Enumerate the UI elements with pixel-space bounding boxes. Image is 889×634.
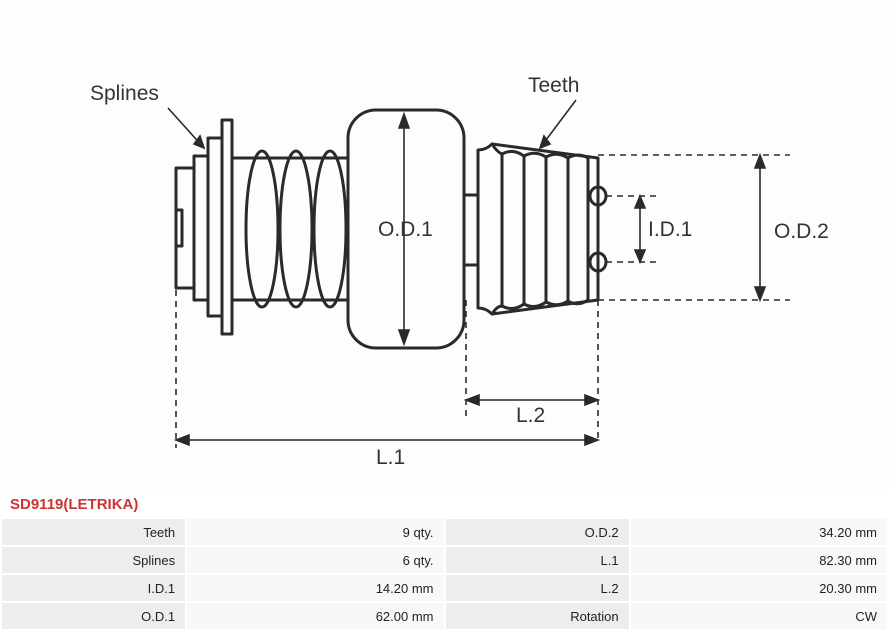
spec-label: O.D.1 [2,603,185,629]
label-od2: O.D.2 [774,220,829,243]
technical-diagram: Splines Teeth O.D.1 O.D.2 I.D.1 L.2 L.1 [0,0,889,490]
spec-label: Splines [2,547,185,573]
label-splines: Splines [90,82,159,105]
drive-gear-drawing: Splines Teeth O.D.1 O.D.2 I.D.1 L.2 L.1 [0,0,889,490]
spec-label: Rotation [446,603,629,629]
table-row: Splines 6 qty. L.1 82.30 mm [2,547,887,573]
spec-value: 6 qty. [187,547,443,573]
spec-value: 62.00 mm [187,603,443,629]
label-teeth: Teeth [528,74,579,97]
spec-value: CW [631,603,887,629]
label-od1: O.D.1 [378,218,433,241]
table-row: Teeth 9 qty. O.D.2 34.20 mm [2,519,887,545]
spec-value: 20.30 mm [631,575,887,601]
part-title: SD9119(LETRIKA) [0,490,889,517]
label-l1: L.1 [376,446,405,469]
spec-label: L.1 [446,547,629,573]
spec-value: 34.20 mm [631,519,887,545]
label-l2: L.2 [516,404,545,427]
label-id1: I.D.1 [648,218,692,241]
spec-label: I.D.1 [2,575,185,601]
spec-label: Teeth [2,519,185,545]
spec-label: L.2 [446,575,629,601]
specs-table: Teeth 9 qty. O.D.2 34.20 mm Splines 6 qt… [0,517,889,631]
spec-value: 82.30 mm [631,547,887,573]
table-row: I.D.1 14.20 mm L.2 20.30 mm [2,575,887,601]
spec-value: 14.20 mm [187,575,443,601]
spec-label: O.D.2 [446,519,629,545]
spec-value: 9 qty. [187,519,443,545]
table-row: O.D.1 62.00 mm Rotation CW [2,603,887,629]
